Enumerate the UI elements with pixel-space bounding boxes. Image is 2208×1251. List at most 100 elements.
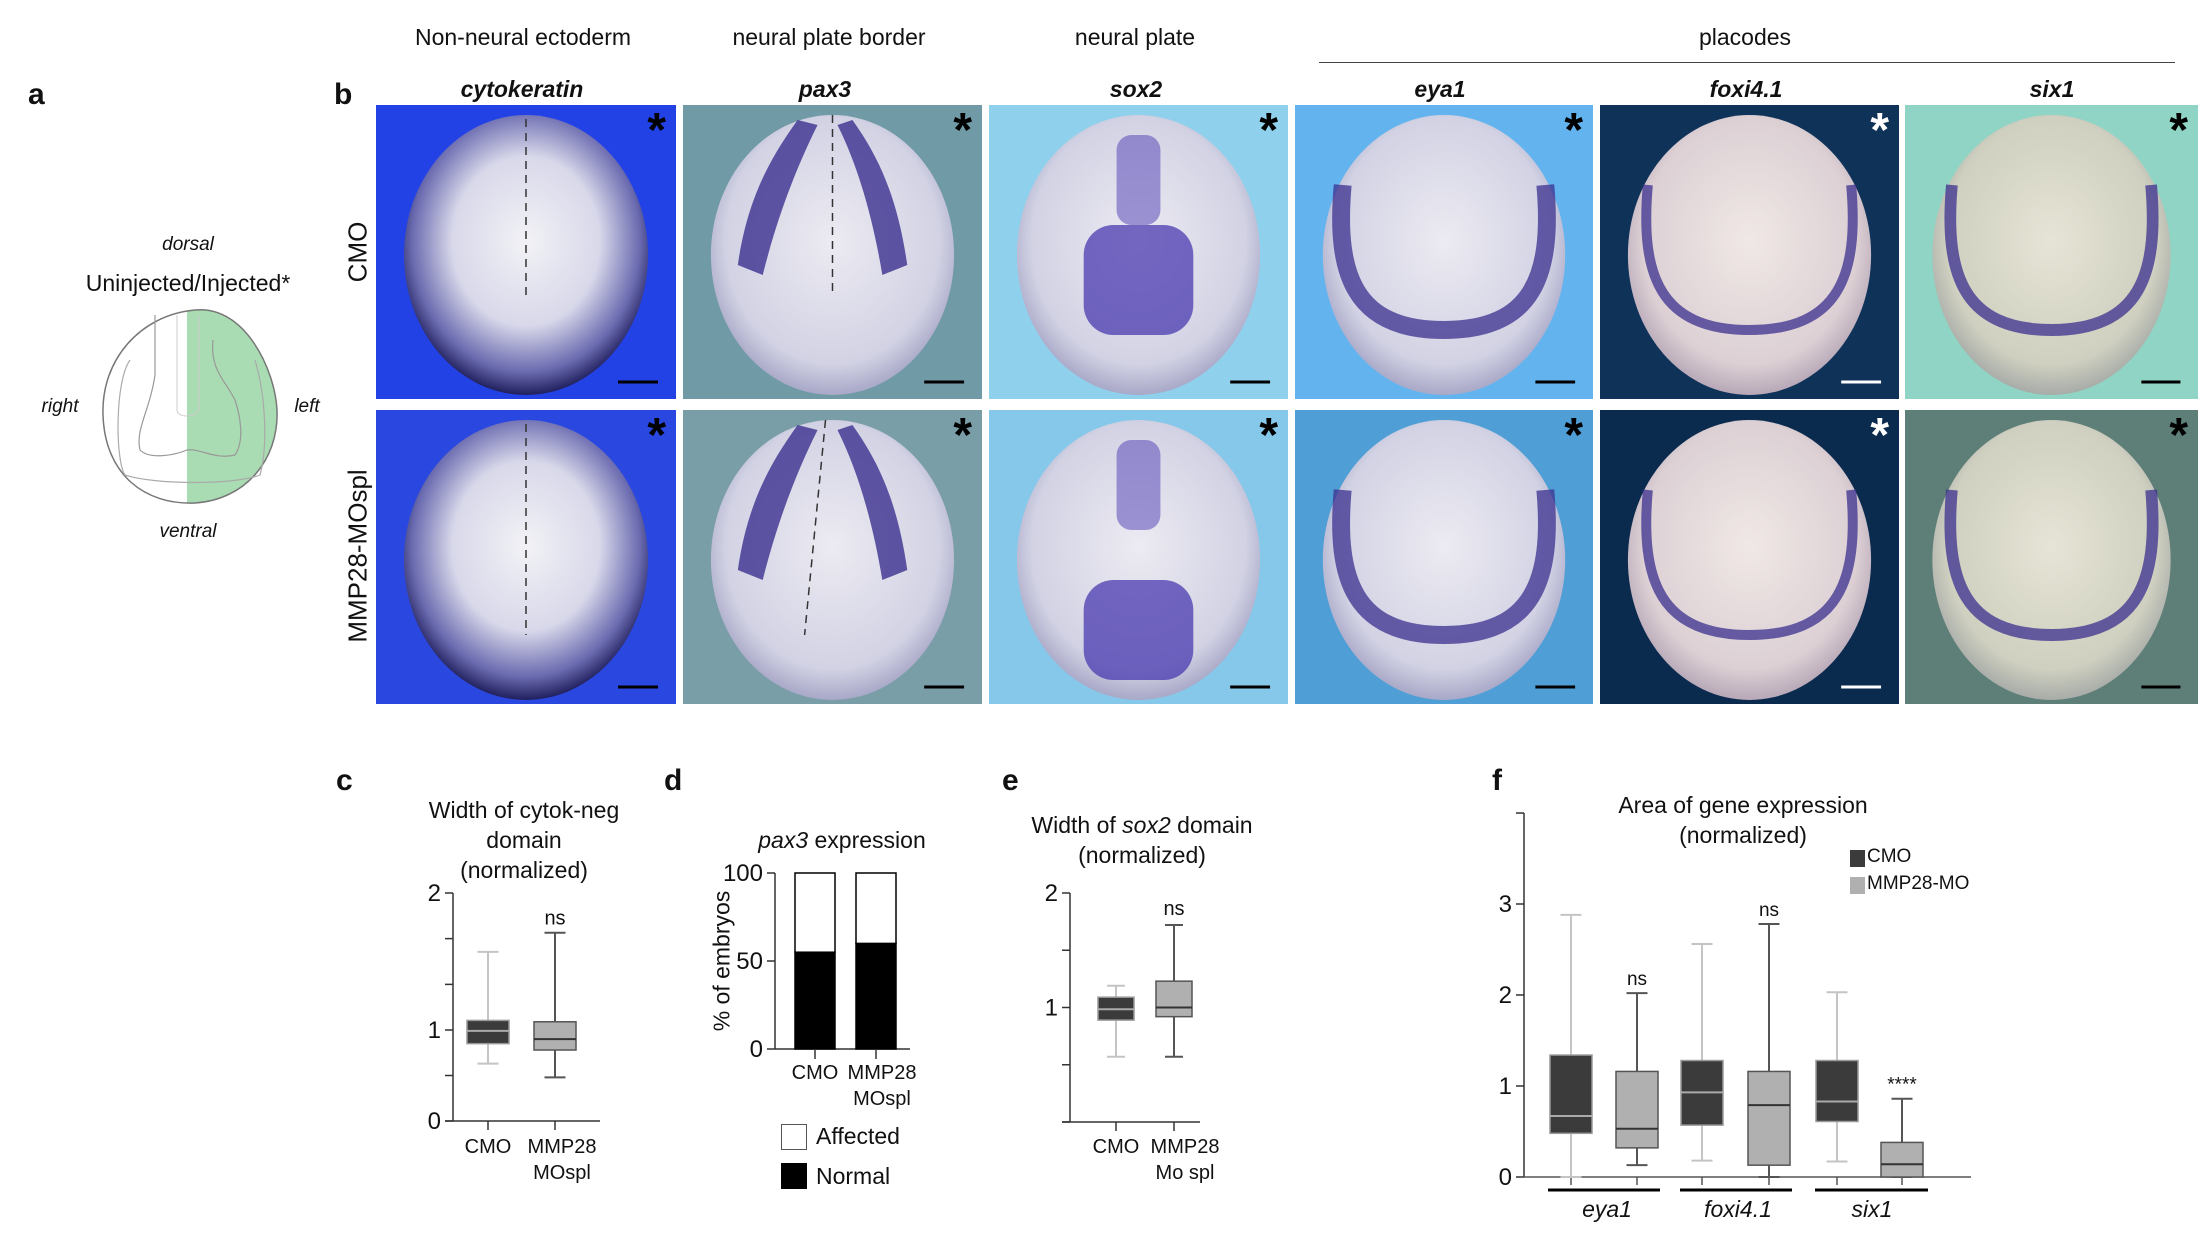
chart-d-ytick-label: 100 [723, 860, 763, 887]
chart-e-mmp28-box [1155, 980, 1193, 1018]
diagram-title: Uninjected/Injected* [85, 270, 291, 296]
embryo-image-foxi4-1-mmp28-mospl: * [1600, 410, 1899, 704]
chart-f-eya1-cmo-box [1549, 1054, 1593, 1135]
injected-side-asterisk: * [1870, 105, 1889, 157]
header-non-neural-ectoderm: Non-neural ectoderm [414, 24, 632, 50]
xlabel-line: CMO [464, 1136, 512, 1158]
embryo-image-sox2-mmp28-mospl: * [989, 410, 1288, 704]
injected-side-asterisk: * [647, 105, 666, 157]
chart-e-title: Width of sox2 domain (normalized) [1031, 810, 1252, 870]
legend-swatch-affected [781, 1124, 807, 1150]
panel-label-d: d [664, 764, 683, 797]
chart-e-title-gene: sox2 [1122, 812, 1171, 838]
embryo-image-six1-cmo: * [1905, 105, 2198, 399]
chart-f-group-foxi4-1: foxi4.1 [1704, 1196, 1772, 1222]
embryo-photo [1322, 115, 1576, 395]
injected-side-asterisk: * [953, 105, 972, 157]
chart-c-title-line: Width of cytok-neg [428, 797, 620, 823]
chart-d-bar-normal [794, 951, 836, 1050]
injected-side-asterisk: * [953, 410, 972, 462]
injected-side-asterisk: * [1259, 410, 1278, 462]
embryo-image-cytokeratin-cmo: * [376, 105, 676, 399]
chart-f-six1-mmp28-mo-box [1880, 1141, 1924, 1178]
chart-d-bar-affected [794, 872, 836, 953]
chart-f-title-line: Area of gene expression [1618, 792, 1868, 818]
embryo-image-eya1-mmp28-mospl: * [1295, 410, 1593, 704]
embryo-photo [1932, 420, 2181, 700]
chart-f-ytick-label: 0 [1499, 1164, 1512, 1191]
legend-label-mmp28-mo: MMP28-MO [1867, 873, 1970, 894]
injected-side-asterisk: * [1259, 105, 1278, 157]
chart-e-xlabel-mmp28: MMP28 Mo spl [1151, 1134, 1220, 1186]
xlabel-line: MOspl [533, 1162, 591, 1184]
xlabel-line: CMO [1092, 1136, 1140, 1158]
embryo-photo [1016, 115, 1271, 395]
chart-f-foxi4-1-mmp28-mo-box [1747, 1070, 1791, 1166]
header-neural-plate-border: neural plate border [732, 24, 926, 50]
embryo-image-cytokeratin-mmp28-mospl: * [376, 410, 676, 704]
chart-c-ytick-label: 1 [428, 1017, 441, 1044]
legend-label-affected: Affected [816, 1123, 900, 1149]
gene-label-cytokeratin: cytokeratin [460, 76, 584, 102]
chart-d-ytick-label: 50 [736, 948, 763, 975]
legend-swatch-mmp28-mo [1850, 877, 1865, 894]
chart-d-title-rest: expression [808, 827, 926, 853]
embryo-photo [1627, 115, 1882, 395]
chart-f-title: Area of gene expression (normalized) [1618, 790, 1867, 850]
panel-label-c: c [336, 764, 353, 797]
panel-label-b: b [334, 78, 353, 111]
embryo-image-sox2-cmo: * [989, 105, 1288, 399]
gene-label-eya1: eya1 [1414, 76, 1466, 102]
injected-side-asterisk: * [647, 410, 666, 462]
embryo-image-pax3-cmo: * [683, 105, 982, 399]
header-neural-plate: neural plate [1074, 24, 1196, 50]
chart-d-xlabel-mmp28: MMP28 MOspl [848, 1060, 917, 1112]
embryo-image-six1-mmp28-mospl: * [1905, 410, 2198, 704]
chart-e-title-post: domain [1170, 812, 1253, 838]
chart-f-title-line: (normalized) [1679, 822, 1807, 848]
embryo-image-pax3-mmp28-mospl: * [683, 410, 982, 704]
chart-c-xlabel-mmp28: MMP28 MOspl [528, 1134, 597, 1186]
embryo-image-eya1-cmo: * [1295, 105, 1593, 399]
chart-e-ytick-label: 2 [1045, 880, 1058, 907]
chart-c-title: Width of cytok-neg domain (normalized) [429, 795, 619, 885]
xlabel-line: CMO [791, 1062, 839, 1084]
gene-label-foxi4-1: foxi4.1 [1709, 76, 1783, 102]
chart-f-group-six1: six1 [1851, 1196, 1893, 1222]
chart-f-significance-label: **** [1887, 1075, 1917, 1096]
xlabel-line: MMP28 [1150, 1136, 1220, 1158]
gene-label-pax3: pax3 [798, 76, 852, 102]
xlabel-line: MOspl [853, 1088, 911, 1110]
legend-swatch-cmo [1850, 850, 1865, 867]
chart-d-bar-affected [855, 872, 897, 945]
injected-side-asterisk: * [1564, 410, 1583, 462]
legend-swatch-normal [781, 1163, 807, 1189]
chart-c-ytick-label: 0 [428, 1108, 441, 1135]
diagram-dorsal-label: dorsal [162, 234, 214, 255]
diagram-ventral-label: ventral [159, 521, 217, 542]
chart-e-title-pre: Width of [1031, 812, 1123, 838]
chart-f-significance-label: ns [1759, 900, 1779, 921]
embryo-photo [404, 115, 658, 395]
embryo-image-foxi4-1-cmo: * [1600, 105, 1899, 399]
xlabel-line: Mo spl [1155, 1162, 1215, 1184]
gene-label-sox2: sox2 [1109, 76, 1163, 102]
chart-f-group-eya1: eya1 [1582, 1196, 1632, 1222]
chart-c-mmp28-box [533, 1021, 577, 1051]
panel-label-f: f [1492, 764, 1502, 797]
chart-c-significance-label: ns [544, 908, 565, 930]
embryo-photo [1322, 420, 1576, 700]
xlabel-line: MMP28 [847, 1062, 917, 1084]
header-placodes: placodes [1698, 24, 1792, 50]
chart-f-eya1-mmp28-mo-box [1615, 1070, 1659, 1149]
legend-label-cmo: CMO [1867, 846, 1912, 867]
chart-d-title: pax3 expression [758, 825, 926, 855]
embryo-photo [710, 115, 965, 395]
chart-c-cmo-box [466, 1019, 510, 1045]
chart-e-xlabel-cmo: CMO [1093, 1134, 1140, 1160]
gene-label-six1: six1 [2029, 76, 2075, 102]
injected-side-asterisk: * [1564, 105, 1583, 157]
chart-c-title-line: domain [486, 827, 562, 853]
chart-c-xlabel-cmo: CMO [465, 1134, 512, 1160]
